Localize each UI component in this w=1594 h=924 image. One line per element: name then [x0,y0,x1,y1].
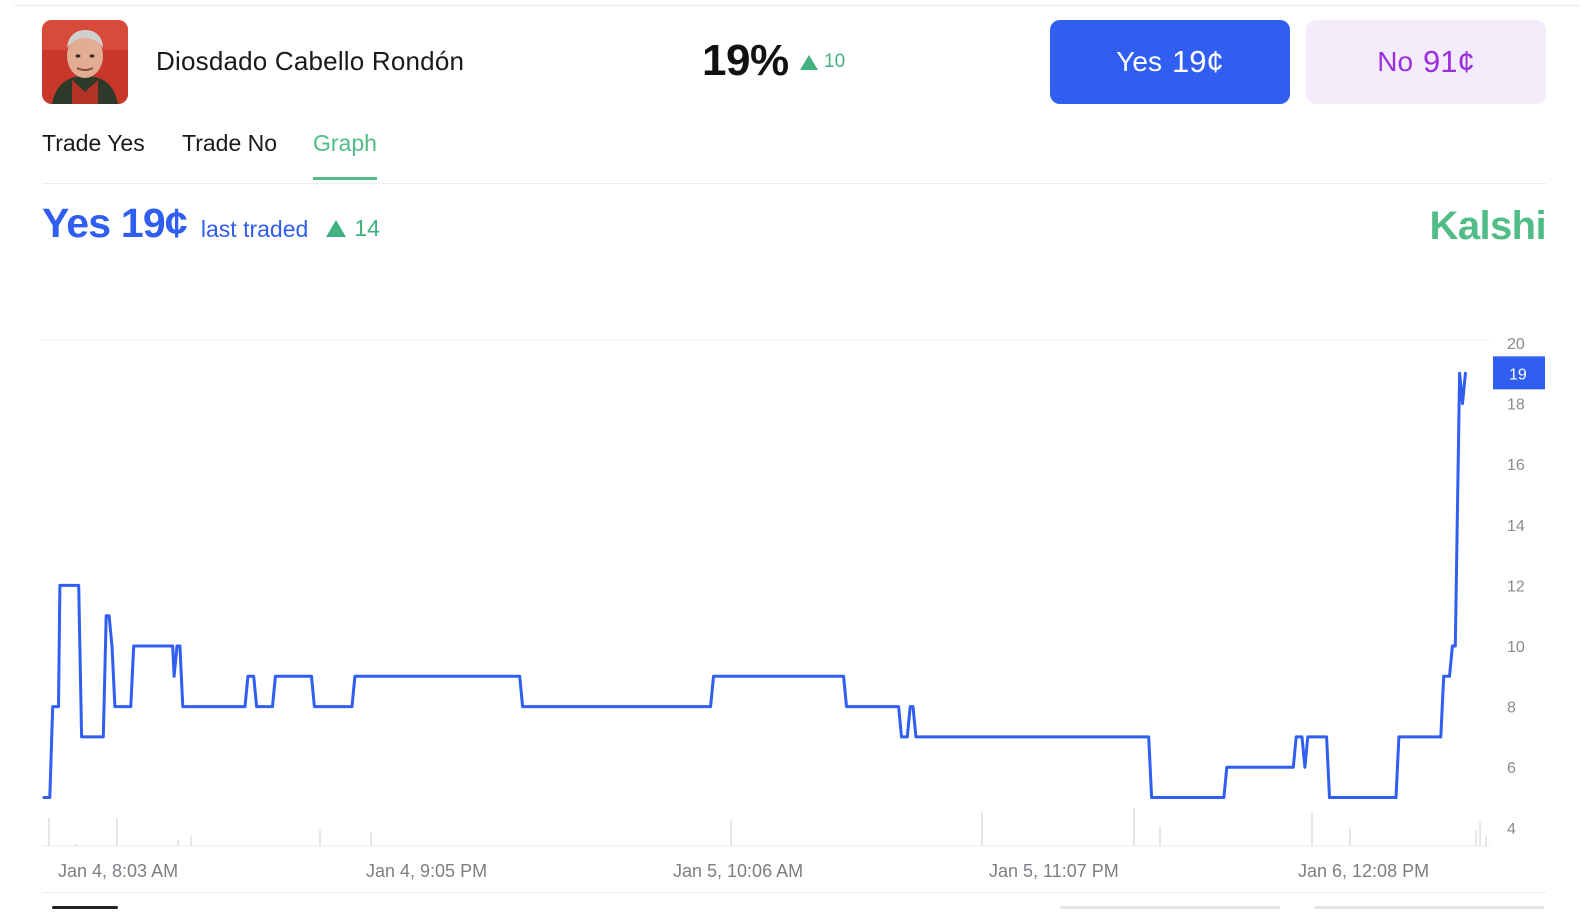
y-tick-label: 18 [1507,397,1525,414]
tab-trade-yes[interactable]: Trade Yes [42,130,145,156]
chance-change: 10 [800,51,845,73]
x-tick-label: Jan 6, 12:08 PM [1298,861,1429,881]
graph-yes-price: Yes 19¢ [42,200,188,246]
last-traded-change-value: 14 [354,215,380,241]
y-tick-label: 14 [1507,518,1525,535]
bottom-divider [42,892,1546,893]
market-row: Diosdado Cabello Rondón 19% 10 Yes 19¢ N… [42,18,1546,106]
last-traded-change: 14 [326,215,380,242]
next-row-edge [1060,906,1280,909]
top-divider [14,0,1580,6]
next-row-edge [52,906,118,909]
yes-label: Yes [1116,46,1162,77]
y-tick-label: 10 [1507,639,1525,656]
kalshi-logo: Kalshi [1429,204,1547,248]
x-tick-label: Jan 4, 8:03 AM [58,861,178,881]
next-row-edge [1314,906,1544,909]
yes-price: 19¢ [1171,44,1224,79]
last-traded-label: last traded [200,216,309,242]
y-tick-label: 6 [1507,760,1516,777]
tab-bar: Trade Yes Trade No Graph [42,128,1546,184]
no-price: 91¢ [1423,44,1475,79]
buy-yes-button[interactable]: Yes 19¢ [1050,20,1290,104]
y-tick-label: 20 [1507,336,1525,353]
current-price-badge [1493,356,1545,390]
price-line [42,371,1467,799]
x-tick-label: Jan 4, 9:05 PM [366,861,487,881]
current-price-label: 19 [1509,366,1527,383]
y-tick-label: 8 [1507,700,1516,717]
x-tick-label: Jan 5, 11:07 PM [989,861,1119,881]
x-tick-label: Jan 5, 10:06 AM [673,861,803,881]
tab-trade-no[interactable]: Trade No [182,130,278,156]
graph-header: Yes 19¢ last traded 14 [42,200,380,247]
y-tick-label: 4 [1507,821,1516,838]
triangle-up-icon [800,54,818,70]
avatar [42,20,128,104]
triangle-up-icon [326,220,347,237]
tab-graph[interactable]: Graph [313,130,377,180]
y-tick-label: 16 [1507,457,1525,474]
y-tick-label: 12 [1507,578,1525,595]
buy-no-button[interactable]: No 91¢ [1306,20,1546,104]
chance-percent: 19% [702,36,789,85]
person-avatar-icon [42,20,128,104]
chance-change-value: 10 [824,51,846,72]
market-name: Diosdado Cabello Rondón [156,46,465,76]
no-label: No [1377,46,1414,77]
